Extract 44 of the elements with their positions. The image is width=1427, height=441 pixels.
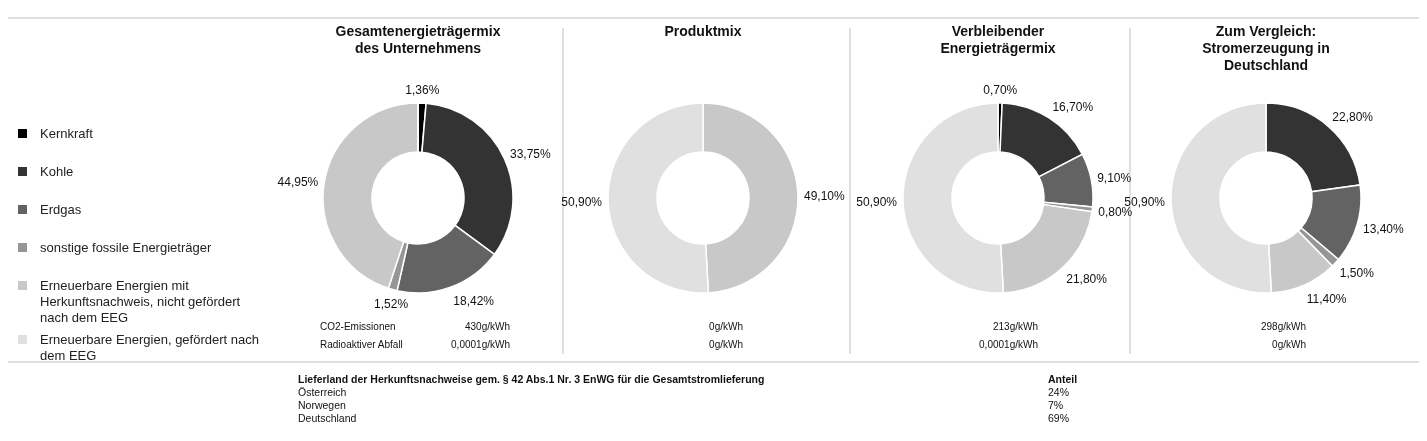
legend-label: Kohle [40,164,74,179]
text: 0,0001g/kWh [979,339,1038,350]
data-label: 49,10% [803,188,845,203]
legend-label: Erneuerbare Energien, gefördert nach dem EEG [40,332,259,363]
data-label: 18,42% [453,294,495,309]
legend-label: Erneuerbare Energien mit Herkunftsnachweis, nicht gefördert nach dem EEG [40,278,241,325]
data-label: 16,70% [1052,100,1094,115]
data-label: 44,95% [277,174,319,189]
text: Norwegen [298,399,347,411]
data-label: 1,50% [1339,266,1375,281]
text: 0,0001g/kWh [451,339,510,350]
chart-title: Zum Vergleich: Stromerzeugung in Deutschland [1202,23,1330,73]
data-label: 11,40% [1306,291,1347,306]
data-label: 21,80% [1066,272,1108,287]
text: 0g/kWh [709,321,743,332]
text: 430g/kWh [464,321,510,332]
chart-title: Gesamtenergieträgermix des Unternehmens [335,23,501,56]
legend-label: sonstige fossile Energieträger [40,240,212,255]
data-label: 9,10% [1097,171,1132,186]
text: Deutschland [298,412,357,424]
text: 0g/kWh [1272,339,1306,350]
data-label: 50,90% [856,195,898,210]
text: 7% [1048,399,1064,411]
chart-title: Verbleibender Energieträgermix [940,23,1056,56]
legend-label: Kernkraft [40,126,94,141]
text: Österreich [298,386,347,398]
data-label: 50,90% [561,195,603,210]
chart-title: Produktmix [664,23,742,39]
data-label: 1,52% [374,297,409,312]
data-label: 22,80% [1332,109,1374,124]
data-label: 1,36% [405,83,440,98]
text: Anteil [1048,373,1078,385]
text: CO2-Emissionen [320,321,396,332]
legend-label: Erdgas [40,202,82,217]
data-label: 0,70% [983,83,1018,98]
data-label: 33,75% [510,147,552,162]
text: Radioaktiver Abfall [320,339,403,350]
text: 24% [1048,386,1070,398]
text: Lieferland der Herkunftsnachweise gem. § 42 Abs.1 Nr. 3 EnWG für die Gesamtstromlieferung [298,373,765,385]
text: 0g/kWh [709,339,743,350]
text: 69% [1048,412,1070,424]
text: 298g/kWh [1260,321,1306,332]
text: 213g/kWh [992,321,1038,332]
data-label: 13,40% [1362,222,1405,237]
